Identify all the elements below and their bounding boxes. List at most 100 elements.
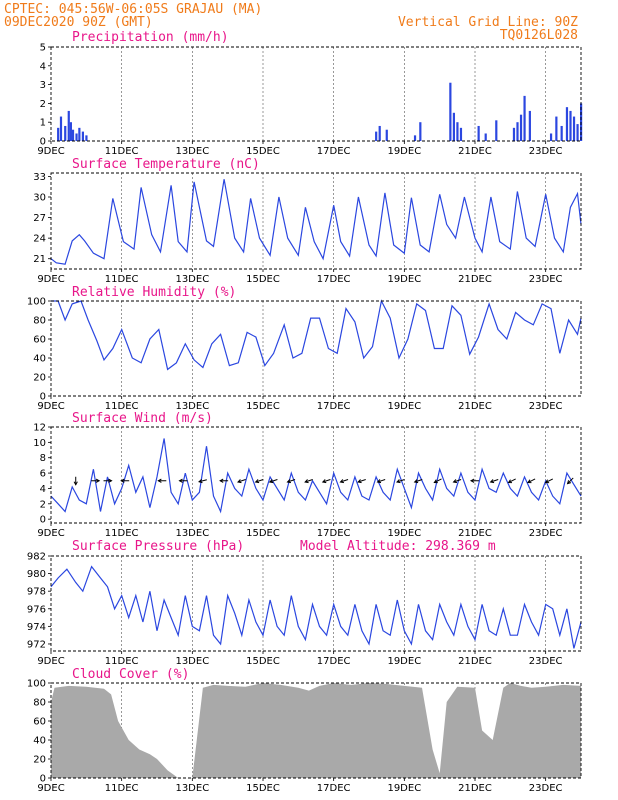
precip-bar <box>419 122 422 141</box>
wind-arrow <box>304 479 313 483</box>
wind-xtick-label: 15DEC <box>246 528 280 539</box>
precip-bar <box>528 110 531 141</box>
wind-arrow <box>545 478 554 483</box>
cloud-ytick-label: 0 <box>40 774 46 785</box>
precip-bar <box>375 131 378 141</box>
rh-xtick-label: 23DEC <box>529 401 563 412</box>
precip-bar <box>67 110 70 141</box>
precip-bar <box>449 82 452 141</box>
cloud-xtick-label: 9DEC <box>37 783 64 794</box>
wind-ytick-label: 4 <box>40 484 46 495</box>
cloud-frame <box>50 682 582 779</box>
cloud-ytick-label: 40 <box>33 736 46 747</box>
wind-title: Surface Wind (m/s) <box>72 411 213 426</box>
wind-arrow-head <box>254 479 260 484</box>
wind-arrow-head <box>108 478 113 483</box>
wind-arrow-head <box>198 478 203 484</box>
pres-xtick-label: 15DEC <box>246 656 280 667</box>
precip-bar <box>71 129 75 141</box>
temp-series-line <box>50 179 582 265</box>
wind-arrow-head <box>321 479 327 484</box>
precip-bar <box>560 125 563 141</box>
precip-bar <box>413 135 417 141</box>
precip-bar <box>85 135 88 141</box>
wind-arrow <box>434 478 442 483</box>
wind-arrow-head <box>219 478 224 483</box>
wind-arrow-head <box>452 479 458 484</box>
temp-ytick-label: 30 <box>33 193 46 204</box>
precip-ytick-label: 1 <box>40 118 46 129</box>
wind-arrow-head <box>268 479 274 484</box>
precip-xtick-label: 23DEC <box>529 146 563 157</box>
wind-ytick-label: 10 <box>33 438 46 449</box>
temp-ytick-label: 24 <box>33 234 46 245</box>
temp-xtick-label: 13DEC <box>175 274 209 285</box>
rh-xtick-label: 11DEC <box>105 401 139 412</box>
header-model-code: TQ0126L028 <box>500 28 578 43</box>
cloud-ytick-label: 80 <box>33 698 46 709</box>
rh-ytick-label: 80 <box>33 316 46 327</box>
rh-ytick-label: 40 <box>33 354 46 365</box>
rh-ytick-label: 0 <box>40 392 46 403</box>
precip-bar <box>459 127 463 141</box>
pres-ytick-label: 980 <box>27 569 46 580</box>
temp-xtick-label: 9DEC <box>37 274 64 285</box>
rh-series-line <box>51 299 582 371</box>
precip-bar <box>456 122 459 141</box>
precip-xtick-label: 13DEC <box>175 146 209 157</box>
precip-ytick-label: 2 <box>40 99 46 110</box>
wind-arrow-head <box>433 479 438 484</box>
cloud-ytick-label: 20 <box>33 755 46 766</box>
rh-ytick-label: 100 <box>27 297 46 308</box>
wind-arrow <box>414 479 423 483</box>
wind-arrow-head <box>376 479 382 484</box>
wind-arrow-head <box>527 479 532 484</box>
precip-ytick-label: 3 <box>40 80 46 91</box>
wind-arrow-head <box>339 479 345 484</box>
precip-frame <box>50 46 582 142</box>
precip-bar <box>512 127 516 141</box>
rh-xtick-label: 19DEC <box>387 401 421 412</box>
wind-arrow-head <box>413 479 419 484</box>
precip-bar <box>519 114 523 141</box>
wind-arrow <box>527 478 536 483</box>
precip-bar <box>576 124 579 141</box>
wind-arrow-head <box>489 479 495 484</box>
precip-xtick-label: 21DEC <box>458 146 492 157</box>
precip-bar <box>78 127 81 141</box>
precip-ytick-label: 0 <box>40 137 46 148</box>
rh-xtick-label: 21DEC <box>458 401 492 412</box>
wind-arrow-head <box>469 478 475 483</box>
cloud-xtick-label: 13DEC <box>175 783 209 794</box>
wind-arrow <box>396 479 405 483</box>
precip-bar <box>549 133 553 141</box>
wind-arrow <box>255 479 264 483</box>
precip-bar <box>59 116 63 141</box>
pres-ytick-label: 978 <box>27 587 46 598</box>
cloud-xtick-label: 19DEC <box>387 783 421 794</box>
rh-title: Relative Humidity (%) <box>72 285 236 300</box>
precip-bar <box>516 122 519 141</box>
temp-ytick-label: 27 <box>33 213 46 224</box>
wind-frame <box>50 426 582 524</box>
wind-series-line <box>50 438 582 514</box>
wind-arrow <box>453 479 462 483</box>
precip-ytick-label: 4 <box>40 61 46 72</box>
wind-xtick-label: 21DEC <box>458 528 492 539</box>
cloud-xtick-label: 23DEC <box>529 783 563 794</box>
wind-arrow <box>490 479 499 483</box>
temp-xtick-label: 19DEC <box>387 274 421 285</box>
cloud-area <box>51 683 581 778</box>
wind-arrow-head <box>566 480 572 485</box>
rh-xtick-label: 13DEC <box>175 401 209 412</box>
pres-ytick-label: 974 <box>27 622 46 633</box>
pres-xtick-label: 17DEC <box>317 656 351 667</box>
pres-xtick-label: 11DEC <box>105 656 139 667</box>
wind-arrow <box>357 479 366 483</box>
wind-xtick-label: 9DEC <box>37 528 64 539</box>
temp-title: Surface Temperature (nC) <box>72 157 260 172</box>
pres-ytick-label: 972 <box>27 639 46 650</box>
precip-xtick-label: 11DEC <box>105 146 139 157</box>
precip-bar <box>569 110 572 141</box>
wind-xtick-label: 11DEC <box>105 528 139 539</box>
